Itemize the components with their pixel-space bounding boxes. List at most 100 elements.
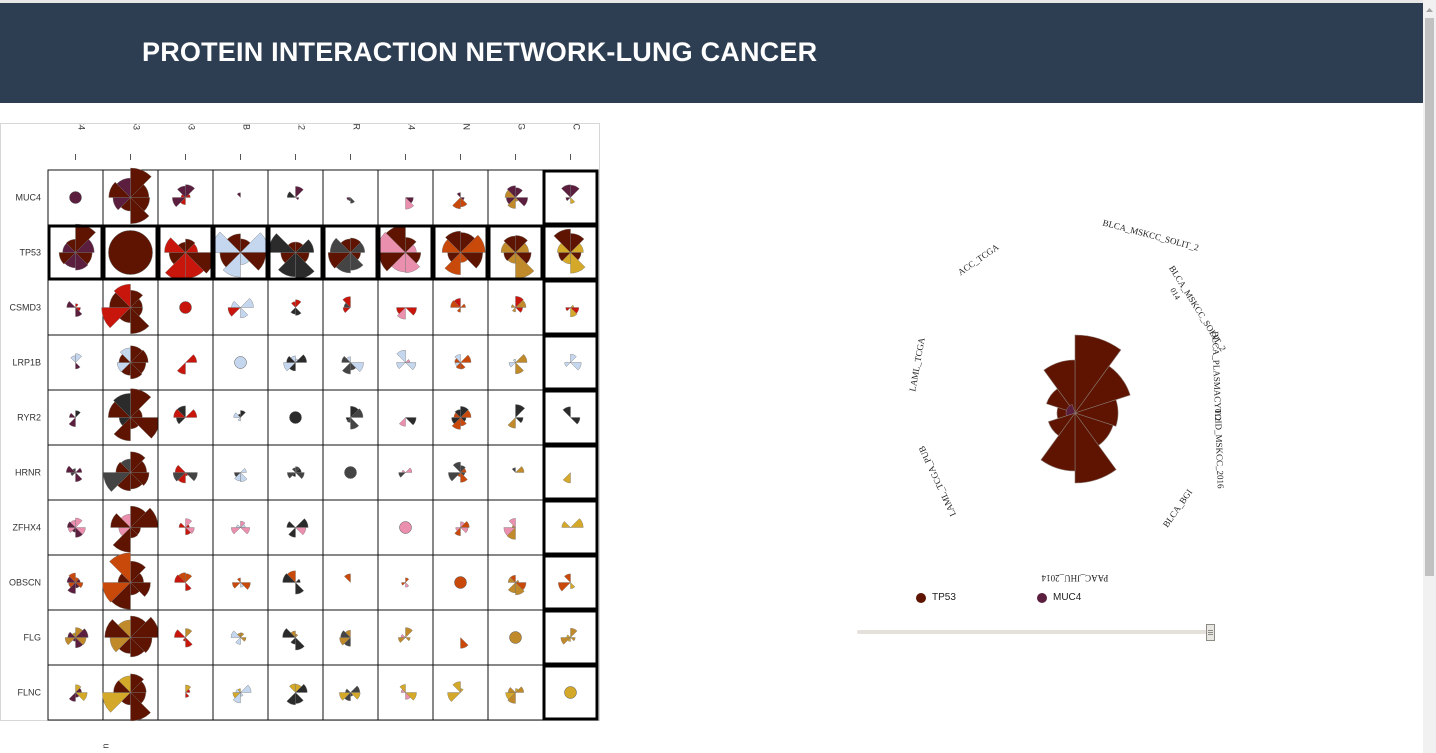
matrix-cell[interactable] <box>432 389 489 446</box>
matrix-cell[interactable] <box>212 334 269 391</box>
matrix-cell[interactable] <box>267 444 324 501</box>
matrix-cell[interactable] <box>212 444 269 501</box>
matrix-cell[interactable] <box>487 664 544 721</box>
matrix-cell[interactable] <box>487 279 544 336</box>
matrix-cell[interactable] <box>157 444 214 501</box>
matrix-cell[interactable] <box>157 554 214 611</box>
matrix-cell[interactable] <box>47 223 104 281</box>
matrix-cell[interactable] <box>101 279 159 336</box>
matrix-cell[interactable] <box>267 389 324 446</box>
matrix-cell[interactable] <box>377 499 434 556</box>
matrix-cell[interactable] <box>487 444 544 501</box>
matrix-cell[interactable] <box>212 554 269 611</box>
matrix-cell[interactable] <box>157 279 214 336</box>
matrix-cell[interactable] <box>212 499 269 556</box>
matrix-cell[interactable] <box>322 664 379 721</box>
matrix-cell[interactable] <box>47 334 104 391</box>
matrix-cell[interactable] <box>377 334 434 391</box>
matrix-cell[interactable] <box>102 334 159 391</box>
matrix-cell[interactable] <box>47 609 104 666</box>
matrix-cell[interactable] <box>157 609 214 666</box>
matrix-cell[interactable] <box>542 554 599 611</box>
matrix-cell[interactable] <box>432 664 489 721</box>
matrix-cell[interactable] <box>377 389 434 446</box>
matrix-cell[interactable] <box>432 334 489 391</box>
matrix-cell[interactable] <box>267 499 324 556</box>
matrix-cell[interactable] <box>542 499 599 556</box>
matrix-cell[interactable] <box>102 664 159 722</box>
matrix-cell[interactable] <box>542 389 599 446</box>
matrix-cell[interactable] <box>322 334 379 391</box>
matrix-cell[interactable] <box>267 279 324 336</box>
matrix-cell[interactable] <box>211 224 269 281</box>
matrix-cell[interactable] <box>432 609 489 666</box>
matrix-cell[interactable] <box>102 444 159 501</box>
matrix-cell[interactable] <box>487 224 544 281</box>
matrix-cell[interactable] <box>157 334 214 391</box>
matrix-cell[interactable] <box>377 609 434 666</box>
matrix-cell[interactable] <box>322 169 379 226</box>
matrix-cell[interactable] <box>377 279 434 336</box>
matrix-cell[interactable] <box>47 664 104 721</box>
matrix-cell[interactable] <box>542 224 599 281</box>
scroll-up-arrow-icon[interactable] <box>1423 3 1436 16</box>
matrix-cell[interactable] <box>212 664 269 721</box>
matrix-cell[interactable] <box>322 224 379 281</box>
slider-track[interactable] <box>857 630 1209 634</box>
matrix-cell[interactable] <box>102 499 159 556</box>
matrix-cell[interactable] <box>322 444 379 501</box>
matrix-cell[interactable] <box>377 444 434 501</box>
matrix-cell[interactable] <box>47 279 104 336</box>
matrix-cell[interactable] <box>377 664 434 721</box>
matrix-cell[interactable] <box>432 499 489 556</box>
matrix-cell[interactable] <box>102 552 159 611</box>
matrix-cell[interactable] <box>212 609 269 666</box>
matrix-cell[interactable] <box>157 389 214 446</box>
matrix-cell[interactable] <box>47 389 104 446</box>
matrix-cell[interactable] <box>267 224 324 281</box>
matrix-cell[interactable] <box>267 169 324 226</box>
matrix-cell[interactable] <box>377 169 434 226</box>
matrix-cell[interactable] <box>267 334 324 391</box>
matrix-cell[interactable] <box>542 609 599 666</box>
matrix-cell[interactable] <box>157 224 216 282</box>
matrix-cell[interactable] <box>542 334 599 391</box>
matrix-cell[interactable] <box>377 554 434 611</box>
matrix-cell[interactable] <box>102 167 159 226</box>
matrix-cell[interactable] <box>47 444 104 501</box>
matrix-cell[interactable] <box>212 389 269 446</box>
matrix-cell[interactable] <box>542 169 599 226</box>
matrix-cell[interactable] <box>102 609 160 666</box>
matrix-cell[interactable] <box>542 664 599 721</box>
matrix-cell[interactable] <box>487 609 544 666</box>
matrix-cell[interactable] <box>432 224 489 281</box>
matrix-cell[interactable] <box>376 224 434 281</box>
matrix-cell[interactable] <box>267 609 324 666</box>
matrix-cell[interactable] <box>487 554 544 611</box>
matrix-cell[interactable] <box>47 554 104 611</box>
matrix-cell[interactable] <box>487 499 544 556</box>
matrix-cell[interactable] <box>322 279 379 336</box>
slider-handle[interactable] <box>1206 624 1215 641</box>
matrix-cell[interactable] <box>102 224 159 281</box>
matrix-cell[interactable] <box>47 499 104 556</box>
scrollbar-thumb[interactable] <box>1425 18 1434 576</box>
matrix-cell[interactable] <box>432 444 489 501</box>
matrix-cell[interactable] <box>212 279 269 336</box>
matrix-cell[interactable] <box>542 279 599 336</box>
matrix-cell[interactable] <box>487 334 544 391</box>
matrix-cell[interactable] <box>432 279 489 336</box>
matrix-cell[interactable] <box>157 499 214 556</box>
matrix-cell[interactable] <box>267 554 324 611</box>
matrix-cell[interactable] <box>432 169 489 226</box>
matrix-cell[interactable] <box>47 169 104 226</box>
matrix-cell[interactable] <box>487 169 544 226</box>
matrix-cell[interactable] <box>432 554 489 611</box>
matrix-cell[interactable] <box>487 389 544 446</box>
matrix-cell[interactable] <box>212 169 269 226</box>
matrix-cell[interactable] <box>322 499 379 556</box>
matrix-cell[interactable] <box>267 664 324 721</box>
matrix-cell[interactable] <box>157 664 214 721</box>
matrix-cell[interactable] <box>322 609 379 666</box>
matrix-cell[interactable] <box>322 389 379 446</box>
